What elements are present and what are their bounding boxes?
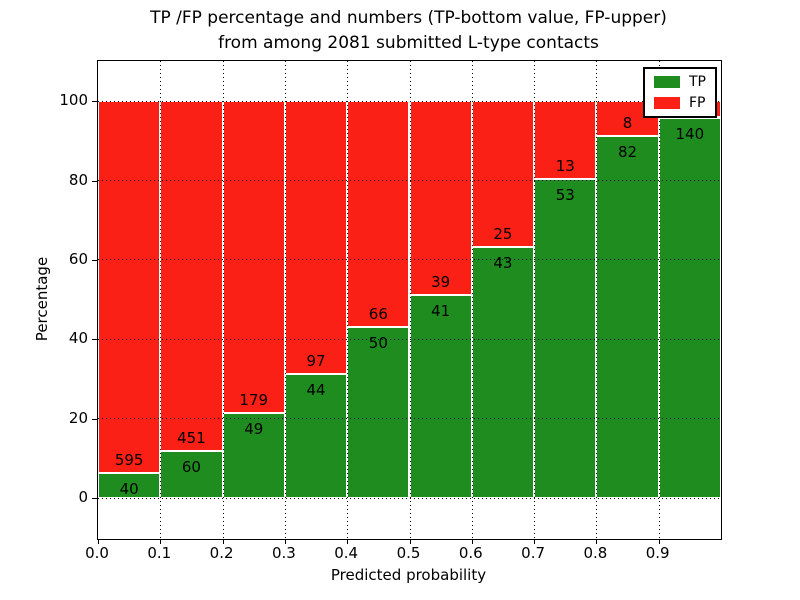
bar-label-tp-5: 41 (431, 301, 451, 320)
grid-line-x-0.6 (471, 61, 473, 539)
bar-fp-segment-4 (347, 101, 410, 327)
y-tick-label-60: 60 (68, 249, 88, 268)
y-tick-label-40: 40 (68, 329, 88, 348)
x-tick-label-0.1: 0.1 (147, 544, 172, 562)
bar-label-fp-1: 451 (177, 429, 206, 448)
x-tick-label-0.6: 0.6 (458, 544, 483, 562)
plot-area: TP FP 595 40 451 60 179 49 97 44 66 50 39 41 25 43 13 53… (92, 60, 722, 544)
y-tick-label-100: 100 (59, 91, 88, 110)
legend-swatch-fp-icon (654, 97, 680, 109)
grid-line-x-0.4 (347, 61, 349, 539)
x-tick-0.6 (471, 539, 473, 544)
x-axis-label: Predicted probability (330, 566, 487, 584)
x-tick-label-0.3: 0.3 (271, 544, 296, 562)
x-tick-0.3 (284, 539, 286, 544)
bar-label-fp-2: 179 (239, 390, 269, 409)
grid-line-y-80 (98, 180, 721, 182)
grid-line-y-100 (98, 100, 721, 102)
bar-label-tp-0: 40 (119, 480, 139, 498)
x-tick-0.9 (658, 539, 660, 544)
bar-fp-segment-6 (471, 101, 535, 248)
grid-line-x-0.5 (409, 61, 411, 539)
bar-label-fp-4: 66 (368, 304, 388, 323)
bar-label-fp-0: 595 (114, 451, 144, 469)
x-tick-label-0.7: 0.7 (521, 544, 546, 562)
grid-line-x-0.3 (284, 61, 286, 539)
bar-fp-segment-7 (534, 101, 597, 180)
x-tick-0.8 (596, 539, 598, 544)
y-tick-label-0: 0 (78, 488, 88, 506)
chart-title-line2: from among 2081 submitted L-type contact… (218, 33, 599, 53)
y-tick-80 (92, 180, 97, 182)
bar-label-fp-3: 97 (306, 352, 326, 371)
x-tick-0.0 (98, 539, 99, 544)
chart-title-line1: TP /FP percentage and numbers (TP-bottom… (150, 8, 667, 28)
bar-fp-segment-3 (284, 101, 348, 375)
bar-label-tp-2: 49 (244, 419, 264, 438)
y-tick-label-20: 20 (68, 408, 88, 427)
bar-label-fp-6: 25 (493, 225, 513, 244)
y-tick-100 (92, 101, 97, 103)
bar-tp-segment-4 (347, 326, 410, 498)
y-tick-60 (92, 259, 97, 261)
bar-label-tp-6: 43 (493, 254, 513, 273)
grid-line-y-60 (98, 259, 721, 261)
bar-fp-segment-5 (409, 101, 472, 295)
bar-fp-segment-2 (222, 101, 285, 413)
x-tick-0.1 (160, 539, 162, 544)
legend: TP FP (643, 67, 717, 118)
x-tick-label-0.4: 0.4 (334, 544, 359, 562)
bar-tp-segment-6 (471, 247, 535, 498)
bar-label-tp-1: 60 (181, 458, 201, 477)
grid-line-x-0.2 (222, 61, 224, 539)
grid-line-x-0.7 (534, 61, 536, 539)
bar-fp-segment-1 (160, 101, 223, 452)
bar-tp-segment-0 (98, 473, 161, 498)
bar-label-tp-9: 140 (675, 124, 705, 143)
bar-tp-segment-5 (409, 294, 472, 498)
y-tick-20 (92, 418, 97, 420)
x-tick-label-0.0: 0.0 (85, 544, 109, 562)
y-tick-label-80: 80 (68, 170, 88, 189)
bar-label-tp-8: 82 (618, 143, 638, 162)
bar-tp-segment-8 (596, 136, 659, 498)
x-tick-label-0.8: 0.8 (583, 544, 608, 562)
bar-label-fp-7: 13 (555, 157, 575, 176)
bar-label-tp-3: 44 (306, 381, 326, 400)
grid-line-y-20 (98, 418, 721, 420)
x-tick-0.2 (222, 539, 224, 544)
legend-entry-tp: TP (654, 75, 706, 89)
grid-line-y-40 (98, 338, 721, 340)
bar-label-fp-5: 39 (431, 272, 451, 291)
x-tick-0.4 (347, 539, 349, 544)
grid-line-x-0.9 (658, 61, 660, 539)
bar-fp-segment-0 (98, 101, 161, 473)
x-tick-0.5 (409, 539, 411, 544)
bar-label-tp-7: 53 (555, 186, 575, 205)
chart-title: TP /FP percentage and numbers (TP-bottom… (97, 6, 720, 56)
legend-label-fp: FP (689, 95, 706, 111)
y-tick-40 (92, 339, 97, 341)
y-tick-0 (92, 498, 97, 499)
grid-line-x-0.1 (160, 61, 162, 539)
bar-label-tp-4: 50 (368, 333, 388, 352)
legend-label-tp: TP (689, 74, 706, 90)
grid-line-y-0 (98, 497, 721, 499)
x-tick-0.7 (534, 539, 536, 544)
bar-tp-segment-2 (222, 412, 285, 498)
grid-line-x-0.8 (596, 61, 598, 539)
bar-label-fp-8: 8 (622, 114, 633, 133)
x-tick-label-0.5: 0.5 (396, 544, 421, 562)
x-tick-label-0.2: 0.2 (209, 544, 234, 562)
legend-entry-fp: FP (654, 96, 706, 110)
legend-swatch-tp-icon (654, 76, 680, 88)
bar-tp-segment-9 (658, 117, 721, 498)
x-tick-label-0.9: 0.9 (645, 544, 670, 562)
